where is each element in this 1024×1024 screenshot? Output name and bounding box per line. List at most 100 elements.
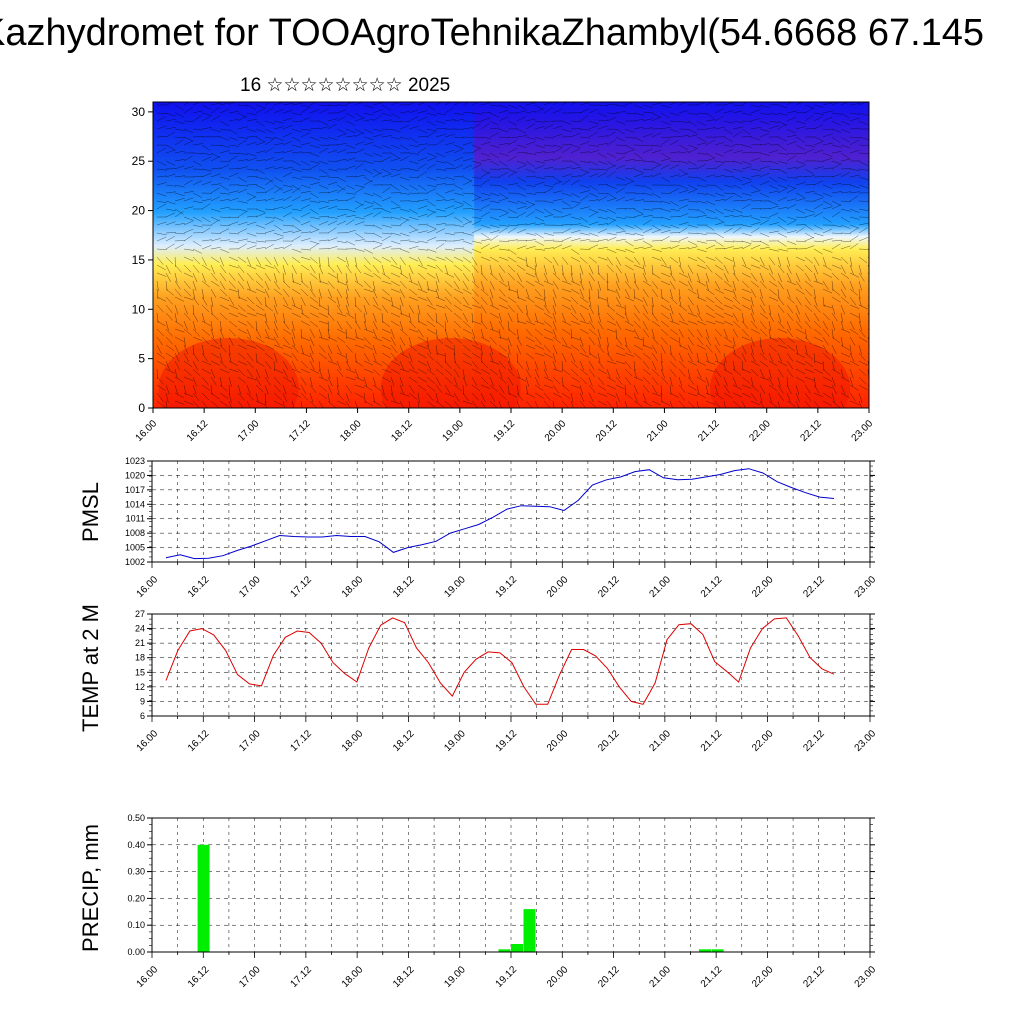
wind-barb <box>192 152 204 154</box>
wind-barb <box>696 320 707 326</box>
y-tick-label: 18 <box>135 653 145 663</box>
wind-barb <box>660 229 671 234</box>
wind-barb <box>822 272 833 278</box>
wind-barb <box>588 376 593 387</box>
wind-barb <box>705 296 715 303</box>
wind-barb <box>642 312 650 321</box>
wind-barb <box>768 280 778 287</box>
wind-barb <box>525 239 536 242</box>
wind-barb <box>813 304 821 313</box>
wind-barb <box>858 152 869 154</box>
wind-barb <box>399 312 410 318</box>
wind-barb <box>165 184 176 187</box>
wind-barb <box>606 208 617 214</box>
wind-barb <box>597 336 601 347</box>
wind-barb <box>471 336 479 346</box>
wind-barb <box>255 246 266 250</box>
wind-barb <box>291 144 302 148</box>
wind-barb <box>813 104 824 108</box>
wind-barb <box>345 152 357 154</box>
wind-barb <box>165 352 175 359</box>
wind-barb <box>840 288 847 298</box>
wind-barb <box>318 239 329 242</box>
wind-barb <box>687 296 694 306</box>
wind-barb <box>759 256 765 267</box>
wind-barb <box>597 256 608 261</box>
wind-barb <box>570 320 581 325</box>
wind-barb <box>426 188 437 194</box>
wind-barb <box>795 152 807 155</box>
wind-barb <box>381 264 385 275</box>
wind-barb <box>570 167 581 170</box>
wind-barb <box>579 384 584 395</box>
wind-barb <box>750 240 762 243</box>
wind-barb <box>354 272 358 283</box>
wind-barb <box>561 376 564 387</box>
wind-barb <box>858 312 861 323</box>
wind-barb <box>498 104 509 109</box>
wind-barb <box>561 264 564 275</box>
wind-barb <box>390 264 401 270</box>
wind-barb <box>597 320 604 330</box>
wind-barb <box>831 163 841 170</box>
wind-barb <box>768 344 777 352</box>
x-tick-label: 22.12 <box>801 964 827 990</box>
wind-barb <box>453 136 465 138</box>
wind-barb <box>345 272 348 283</box>
wind-barb <box>786 155 796 162</box>
wind-barb <box>399 288 406 298</box>
wind-barb <box>678 189 689 194</box>
wind-barb <box>489 336 497 345</box>
wind-barb <box>165 102 174 106</box>
wind-barb <box>759 133 770 138</box>
wind-barb <box>246 256 252 267</box>
wind-barb <box>705 400 716 405</box>
wind-barb <box>174 240 186 242</box>
wind-barb <box>381 296 392 302</box>
wind-barb <box>228 240 239 244</box>
wind-barb <box>687 328 695 338</box>
wind-barb <box>606 368 611 379</box>
wind-barb <box>777 400 781 408</box>
wind-barb <box>372 192 383 198</box>
wind-barb <box>480 264 483 275</box>
wind-barb <box>300 376 307 386</box>
wind-barb <box>822 216 832 223</box>
wind-barb <box>345 102 353 106</box>
wind-barb <box>444 320 447 332</box>
wind-barb <box>669 224 680 229</box>
wind-barb <box>714 256 723 264</box>
wind-barb <box>741 135 753 138</box>
wind-barb <box>246 119 257 122</box>
wind-barb <box>651 144 662 147</box>
wind-barb <box>588 280 593 291</box>
wind-barb <box>759 143 770 146</box>
wind-barb <box>381 304 389 314</box>
wind-barb <box>615 196 626 202</box>
wind-barb <box>291 196 301 202</box>
wind-barb <box>462 320 471 328</box>
wind-barb <box>228 232 239 235</box>
wind-barb <box>588 352 598 359</box>
wind-barb <box>309 216 320 220</box>
wind-barb <box>714 115 724 122</box>
wind-barb <box>417 230 428 234</box>
wind-barb <box>327 237 338 242</box>
wind-barb <box>786 368 794 378</box>
wind-barb <box>219 288 228 297</box>
wind-barb <box>615 128 625 135</box>
wind-barb <box>165 376 175 384</box>
wind-barb <box>741 336 752 341</box>
wind-barb <box>318 200 329 203</box>
wind-barb <box>399 192 410 195</box>
wind-barb <box>750 296 754 307</box>
wind-barb <box>849 127 860 130</box>
wind-barb <box>354 184 365 188</box>
wind-barb <box>192 136 204 138</box>
wind-barb <box>777 328 788 334</box>
wind-barb <box>570 376 580 383</box>
wind-barb <box>372 352 377 363</box>
wind-barb <box>588 392 594 403</box>
wind-barb <box>210 336 219 345</box>
wind-barb <box>327 360 338 365</box>
